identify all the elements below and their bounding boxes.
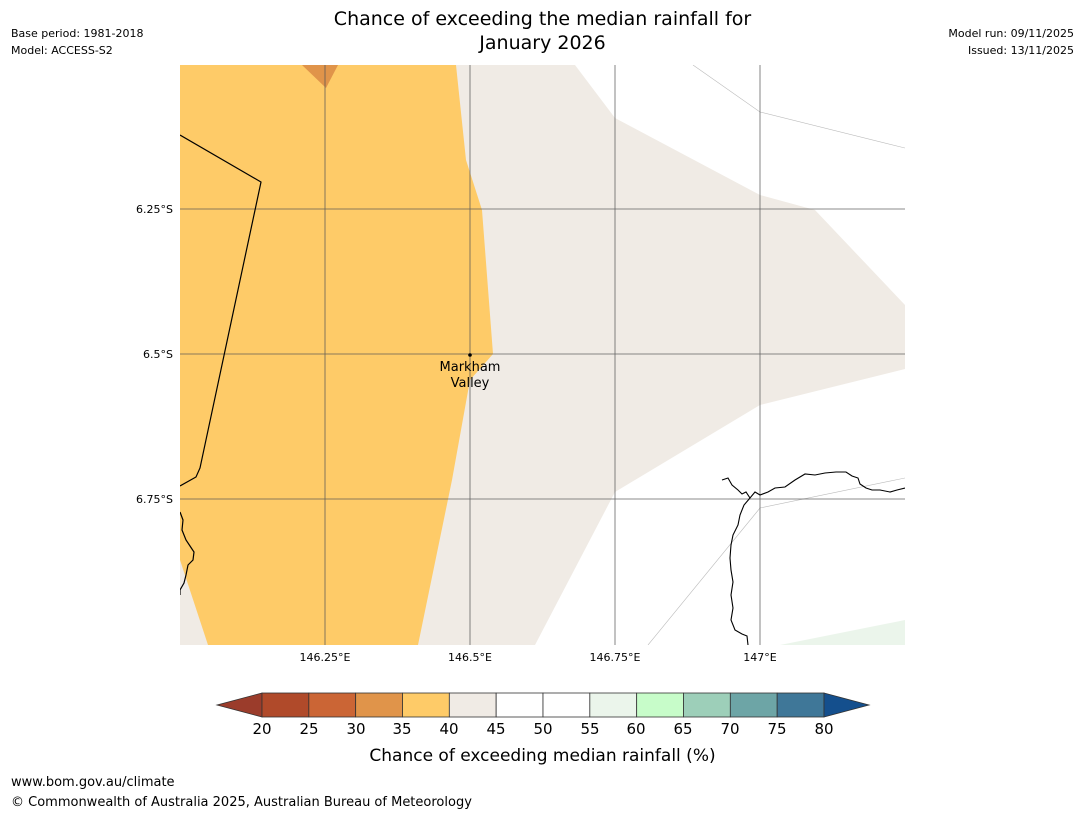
colorbar-segment bbox=[355, 692, 403, 718]
header-right: Model run: 09/11/2025 Issued: 13/11/2025 bbox=[948, 25, 1074, 59]
header-left: Base period: 1981-2018 Model: ACCESS-S2 bbox=[11, 25, 143, 59]
colorbar-tick-40: 40 bbox=[439, 720, 459, 738]
colorbar-segment bbox=[589, 692, 638, 718]
rainfall-map bbox=[180, 65, 905, 645]
lat-label-625: 6.25°S bbox=[136, 203, 173, 216]
colorbar-segment bbox=[308, 692, 357, 718]
colorbar-tick-50: 50 bbox=[533, 720, 553, 738]
colorbar-tick-70: 70 bbox=[720, 720, 740, 738]
colorbar-segments bbox=[261, 692, 825, 718]
markham-valley-label: Markham Valley bbox=[440, 360, 501, 392]
band-35-40 bbox=[180, 65, 493, 645]
colorbar-segment bbox=[729, 692, 778, 718]
colorbar-high-extend bbox=[823, 692, 871, 718]
colorbar-tick-55: 55 bbox=[580, 720, 600, 738]
band-30-35 bbox=[302, 65, 338, 88]
model-name: Model: ACCESS-S2 bbox=[11, 44, 113, 57]
coastline-peninsula bbox=[729, 497, 751, 645]
colorbar-segment bbox=[776, 692, 825, 718]
colorbar-tick-35: 35 bbox=[392, 720, 412, 738]
colorbar-tick-80: 80 bbox=[814, 720, 834, 738]
coastline-east bbox=[721, 471, 905, 499]
colorbar-low-extend bbox=[215, 692, 263, 718]
place-line2: Valley bbox=[450, 376, 490, 391]
issued-date: Issued: 13/11/2025 bbox=[967, 44, 1074, 57]
base-period: Base period: 1981-2018 bbox=[11, 27, 144, 40]
colorbar-segment bbox=[261, 692, 310, 718]
lon-label-147: 147°E bbox=[743, 651, 777, 664]
colorbar-tick-25: 25 bbox=[299, 720, 319, 738]
colorbar-tick-45: 45 bbox=[486, 720, 506, 738]
colorbar-tick-20: 20 bbox=[252, 720, 272, 738]
lon-label-14625: 146.25°E bbox=[299, 651, 351, 664]
place-line1: Markham bbox=[439, 360, 501, 375]
colorbar-segment bbox=[495, 692, 544, 718]
title-line2: January 2026 bbox=[479, 32, 606, 54]
title-line1: Chance of exceeding the median rainfall … bbox=[333, 8, 752, 30]
colorbar-segment bbox=[448, 692, 497, 718]
lon-label-1465: 146.5°E bbox=[448, 651, 492, 664]
band-55-60 bbox=[780, 620, 905, 645]
colorbar-segment bbox=[636, 692, 684, 718]
colorbar-segment bbox=[402, 692, 450, 718]
colorbar bbox=[215, 692, 871, 718]
coastline-west bbox=[180, 511, 195, 595]
colorbar-segment bbox=[683, 692, 731, 718]
lat-label-675: 6.75°S bbox=[136, 493, 173, 506]
footer-url: www.bom.gov.au/climate bbox=[11, 775, 175, 790]
province-boundary bbox=[180, 134, 262, 487]
colorbar-tick-65: 65 bbox=[673, 720, 693, 738]
lon-label-14675: 146.75°E bbox=[589, 651, 641, 664]
colorbar-tick-30: 30 bbox=[346, 720, 366, 738]
markham-valley-marker bbox=[468, 353, 472, 357]
colorbar-tick-60: 60 bbox=[626, 720, 646, 738]
model-run: Model run: 09/11/2025 bbox=[948, 27, 1074, 40]
colorbar-title: Chance of exceeding median rainfall (%) bbox=[369, 746, 716, 766]
colorbar-segment bbox=[542, 692, 591, 718]
footer-copyright: © Commonwealth of Australia 2025, Austra… bbox=[11, 795, 472, 810]
lat-label-650: 6.5°S bbox=[143, 348, 173, 361]
colorbar-tick-75: 75 bbox=[767, 720, 787, 738]
map-title: Chance of exceeding the median rainfall … bbox=[0, 7, 1085, 55]
